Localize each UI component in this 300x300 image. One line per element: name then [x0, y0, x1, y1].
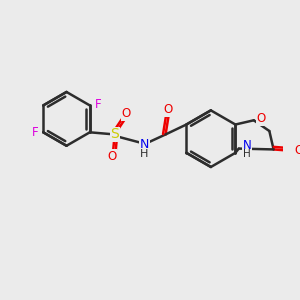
Text: O: O	[107, 150, 116, 163]
Text: O: O	[121, 107, 130, 120]
Text: O: O	[256, 112, 266, 125]
Text: O: O	[294, 144, 300, 157]
Text: H: H	[140, 149, 148, 159]
Text: F: F	[32, 126, 38, 139]
Text: O: O	[164, 103, 173, 116]
Text: F: F	[94, 98, 101, 110]
Text: N: N	[140, 138, 149, 151]
Text: H: H	[243, 149, 251, 159]
Text: S: S	[110, 128, 119, 141]
Text: N: N	[243, 139, 252, 152]
